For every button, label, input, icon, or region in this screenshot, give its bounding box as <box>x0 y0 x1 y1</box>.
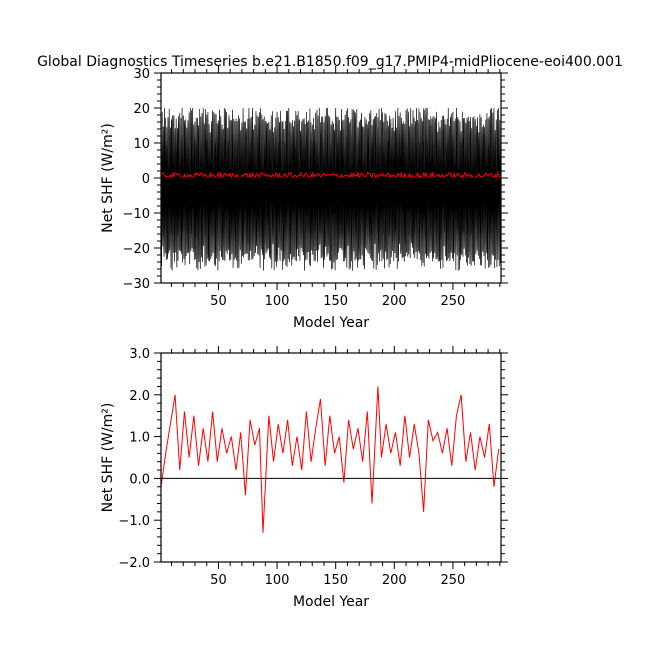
x-tick-label: 250 <box>441 294 466 309</box>
x-axis-label: Model Year <box>293 594 369 610</box>
x-axis-label: Model Year <box>293 315 369 331</box>
x-tick-label: 100 <box>265 573 290 588</box>
series-monthly-line <box>160 107 502 271</box>
y-tick-label: −10 <box>123 207 150 222</box>
series-annual-line <box>160 171 502 181</box>
y-tick-label: 20 <box>133 102 150 117</box>
y-tick-label: −20 <box>123 242 150 257</box>
x-tick-label: 250 <box>441 573 466 588</box>
y-tick-label: 3.0 <box>129 347 150 362</box>
y-tick-label: −1.0 <box>118 514 150 529</box>
y-tick-label: −30 <box>123 277 150 292</box>
x-tick-label: 150 <box>323 294 348 309</box>
x-tick-label: 200 <box>382 573 407 588</box>
plot-frame <box>160 352 502 563</box>
y-axis-label: Net SHF (W/m²) <box>100 403 116 513</box>
y-tick-label: 0.0 <box>129 472 150 487</box>
x-tick-label: 150 <box>323 573 348 588</box>
chart-title: Global Diagnostics Timeseries b.e21.B185… <box>37 54 623 70</box>
top-panel: 50 100 150 200 250 −30 −20 −10 0 10 20 30 Model Year… <box>100 66 508 331</box>
x-tick-label: 50 <box>210 573 227 588</box>
y-tick-label: 0 <box>142 172 150 187</box>
y-tick-label: 2.0 <box>129 389 150 404</box>
y-tick-label: 30 <box>133 67 150 82</box>
y-tick-label: 10 <box>133 137 150 152</box>
y-tick-label: 1.0 <box>129 431 150 446</box>
x-tick-label: 50 <box>210 294 227 309</box>
bottom-panel: 50 100 150 200 250 −2.0 −1.0 0.0 1.0 2.0 3.0 Model … <box>100 346 508 610</box>
x-tick-label: 200 <box>382 294 407 309</box>
x-tick-label: 100 <box>265 294 290 309</box>
series-annual-line <box>160 386 500 533</box>
y-axis-label: Net SHF (W/m²) <box>100 123 116 233</box>
y-tick-label: −2.0 <box>118 556 150 571</box>
